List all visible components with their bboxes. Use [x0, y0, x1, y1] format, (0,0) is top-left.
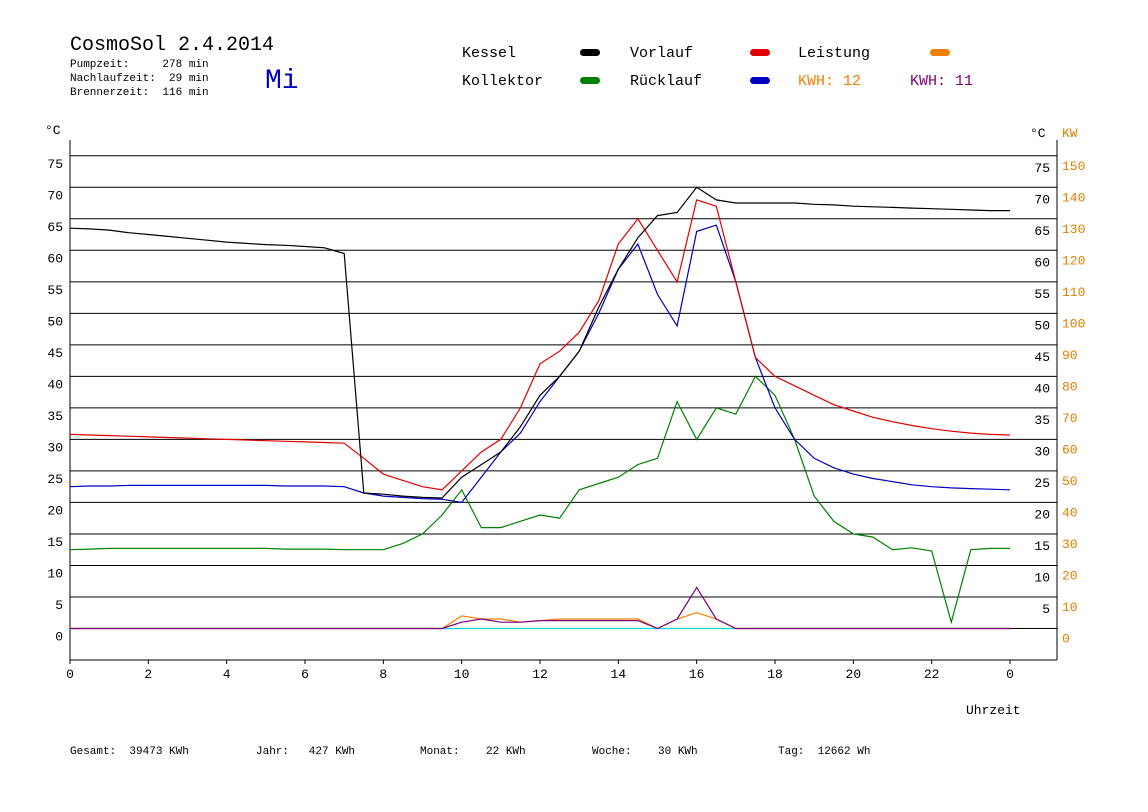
series-line [69, 224, 1011, 504]
y2-tick-label: 50 [1062, 474, 1078, 489]
y-tick-label-right: 35 [1034, 413, 1050, 428]
y2-tick-label: 150 [1062, 159, 1085, 174]
y2-tick-label: 40 [1062, 505, 1078, 520]
y-tick-label-right: 5 [1042, 602, 1050, 617]
y-tick-label: 20 [47, 503, 63, 518]
footer: Monat: 22 KWh [420, 746, 526, 758]
y-tick-label: 75 [47, 157, 63, 172]
x-tick-label: 0 [66, 667, 74, 682]
x-tick-label: 0 [1006, 667, 1014, 682]
footer: Gesamt: 39473 KWh [70, 746, 189, 758]
footer: Woche: 30 KWh [592, 746, 698, 758]
y-tick-label: 40 [47, 377, 63, 392]
y-tick-label: 10 [47, 566, 63, 581]
y2-tick-label: 70 [1062, 411, 1078, 426]
y-tick-label: 35 [47, 409, 63, 424]
x-tick-label: 22 [924, 667, 940, 682]
legend-swatch [580, 49, 600, 56]
legend-label: Kollektor [462, 73, 543, 90]
legend-total: KWH: 11 [910, 73, 973, 90]
y2-tick-label: 110 [1062, 285, 1085, 300]
y-tick-label: 50 [47, 314, 63, 329]
series-line [70, 586, 1010, 630]
y-tick-label: 45 [47, 346, 63, 361]
y-tick-label-right: 40 [1034, 381, 1050, 396]
y-tick-label-right: 45 [1034, 350, 1050, 365]
legend-swatch [930, 49, 950, 56]
legend-total: KWH: 12 [798, 73, 861, 90]
y-tick-label: 70 [47, 188, 63, 203]
legend-label: Rücklauf [630, 73, 702, 90]
y2-axis-label: KW [1062, 126, 1078, 141]
y-tick-label-right: 75 [1034, 161, 1050, 176]
x-tick-label: 16 [689, 667, 705, 682]
y-tick-label: 65 [47, 220, 63, 235]
y-axis-label: °C [45, 123, 61, 138]
y-tick-label-right: 20 [1034, 507, 1050, 522]
x-tick-label: 2 [144, 667, 152, 682]
x-axis-label: Uhrzeit [966, 703, 1021, 718]
legend-swatch [750, 77, 770, 84]
series-line [69, 199, 1011, 491]
y-tick-label-right: 30 [1034, 444, 1050, 459]
x-tick-label: 14 [611, 667, 627, 682]
y-tick-label-right: 15 [1034, 539, 1050, 554]
y-tick-label-right: 10 [1034, 570, 1050, 585]
x-tick-label: 8 [379, 667, 387, 682]
y-tick-label-right: 60 [1034, 255, 1050, 270]
legend-swatch [750, 49, 770, 56]
y2-tick-label: 10 [1062, 600, 1078, 615]
legend-label: Leistung [798, 45, 870, 62]
y-tick-label-right: 65 [1034, 224, 1050, 239]
y2-tick-label: 140 [1062, 190, 1085, 205]
y2-tick-label: 80 [1062, 379, 1078, 394]
y-tick-label-right: 25 [1034, 476, 1050, 491]
legend-swatch [580, 77, 600, 84]
info: Pumpzeit: 278 min [70, 59, 209, 71]
y-tick-label-right: 50 [1034, 318, 1050, 333]
y-axis-label-right: °C [1030, 126, 1046, 141]
info: Nachlaufzeit: 29 min [70, 73, 209, 85]
y2-tick-label: 20 [1062, 568, 1078, 583]
y-tick-label: 60 [47, 251, 63, 266]
series-line [69, 375, 1010, 625]
y-tick-label-right: 55 [1034, 287, 1050, 302]
series-line [69, 186, 1010, 499]
y2-tick-label: 30 [1062, 537, 1078, 552]
y2-tick-label: 130 [1062, 222, 1085, 237]
x-tick-label: 10 [454, 667, 470, 682]
y2-tick-label: 0 [1062, 631, 1070, 646]
y-tick-label: 25 [47, 472, 63, 487]
legend-label: Kessel [462, 45, 516, 62]
y2-tick-label: 100 [1062, 316, 1085, 331]
x-tick-label: 6 [301, 667, 309, 682]
y-tick-label: 30 [47, 440, 63, 455]
y-tick-label: 15 [47, 535, 63, 550]
y-tick-label: 55 [47, 283, 63, 298]
y2-tick-label: 90 [1062, 348, 1078, 363]
info: Brennerzeit: 116 min [70, 87, 209, 99]
legend-label: Vorlauf [630, 45, 693, 62]
x-tick-label: 12 [532, 667, 548, 682]
y2-tick-label: 120 [1062, 253, 1085, 268]
y2-tick-label: 60 [1062, 442, 1078, 457]
y-tick-label: 0 [55, 629, 63, 644]
footer: Tag: 12662 Wh [778, 746, 870, 758]
y-tick-label-right: 70 [1034, 192, 1050, 207]
chart-title: CosmoSol 2.4.2014 [70, 34, 274, 57]
footer: Jahr: 427 KWh [256, 746, 355, 758]
x-tick-label: 4 [223, 667, 231, 682]
y-tick-label: 5 [55, 598, 63, 613]
x-tick-label: 18 [767, 667, 783, 682]
x-tick-label: 20 [846, 667, 862, 682]
day: Mi [265, 66, 299, 97]
